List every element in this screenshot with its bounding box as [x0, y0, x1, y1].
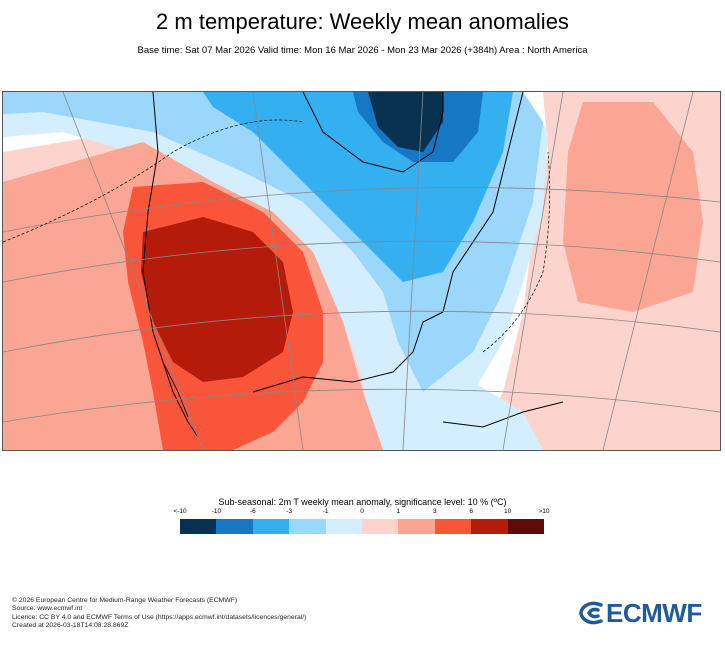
- legend-swatch: [325, 519, 363, 534]
- footer-licence: Licence: CC BY 4.0 and ECMWF Terms of Us…: [12, 613, 307, 621]
- legend-swatch: [471, 519, 508, 534]
- ecmwf-logo-icon[interactable]: [576, 599, 716, 627]
- coastline-gulf: [252, 311, 444, 393]
- coastline-baja: [162, 361, 189, 418]
- blue-region-core: [368, 92, 443, 152]
- coastline-east: [442, 92, 524, 313]
- page-subtitle: Base time: Sat 07 Mar 2026 Valid time: M…: [137, 45, 588, 56]
- legend-swatch: [216, 519, 253, 534]
- color-legend: <-10 -10 -6 -3 -1 0 1 3 6 10 >10: [173, 508, 550, 536]
- legend-swatch: [507, 519, 545, 534]
- ecmwf-logo-text[interactable]: ECMWF: [606, 598, 702, 628]
- legend-swatch: [434, 519, 472, 534]
- graticule: [3, 92, 720, 450]
- footer-source: Source: www.ecmwf.int: [12, 605, 83, 613]
- legend-tick: 6: [469, 508, 473, 515]
- footer-credits: © 2026 European Centre for Medium-Range …: [12, 597, 306, 631]
- dark-red-region-west: [141, 217, 293, 382]
- legend-color-bar: [180, 519, 545, 534]
- footer-copyright: © 2026 European Centre for Medium-Range …: [12, 597, 238, 604]
- legend-tick: 3: [432, 508, 437, 515]
- legend-swatch: [180, 519, 217, 534]
- legend-swatch: [398, 519, 435, 534]
- legend-tick: -6: [249, 508, 256, 515]
- legend-swatch: [362, 519, 399, 534]
- light-blue-region-gulf: [383, 382, 543, 450]
- legend-tick: -10: [211, 508, 222, 515]
- legend-tick: 0: [360, 508, 364, 515]
- pink-blob-atlantic: [563, 102, 703, 312]
- legend-tick: <-10: [173, 508, 187, 515]
- legend-title: Sub-seasonal: 2m T weekly mean anomaly, …: [218, 497, 507, 507]
- coastline-caribbean: [442, 401, 564, 428]
- legend-tick: >10: [538, 508, 550, 515]
- legend-tick: -1: [322, 508, 329, 515]
- coastline-west: [142, 92, 199, 438]
- legend-tick: 1: [396, 508, 401, 515]
- legend-tick: 10: [503, 508, 512, 515]
- legend-swatch: [252, 519, 290, 534]
- footer-created: Created at 2026-03-18T14:08:28.869Z: [12, 622, 129, 630]
- significance-contour: [3, 119, 551, 353]
- legend-swatch: [289, 519, 326, 534]
- legend-tick: -3: [286, 508, 293, 515]
- coastline-hudson: [302, 92, 444, 173]
- temperature-anomaly-map[interactable]: [2, 91, 721, 451]
- page-title: 2 m temperature: Weekly mean anomalies: [156, 9, 569, 34]
